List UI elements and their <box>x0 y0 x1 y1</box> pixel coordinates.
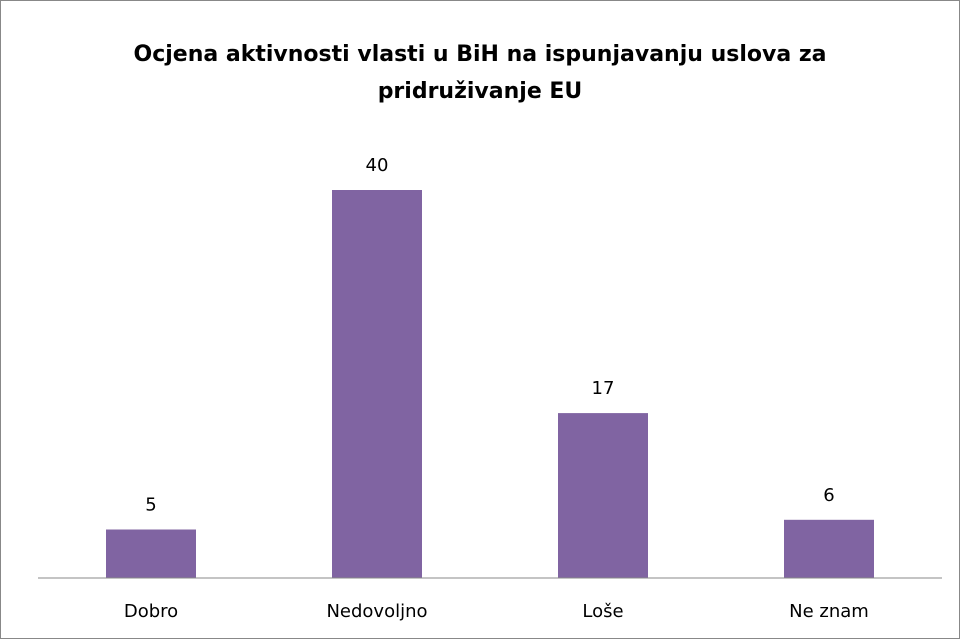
chart-title: Ocjena aktivnosti vlasti u BiH na ispunj… <box>133 42 827 104</box>
value-label: 6 <box>823 485 834 506</box>
x-tick-label: Dobro <box>124 601 178 622</box>
x-tick-label: Loše <box>582 601 623 622</box>
x-tick-label: Ne znam <box>789 601 869 622</box>
value-label: 5 <box>145 495 156 516</box>
x-tick-label: Nedovoljno <box>326 601 427 622</box>
bar <box>332 190 422 578</box>
value-label: 17 <box>592 378 615 399</box>
bar <box>784 519 874 578</box>
bar <box>106 529 196 578</box>
bar <box>558 413 648 578</box>
value-label: 40 <box>366 155 389 176</box>
